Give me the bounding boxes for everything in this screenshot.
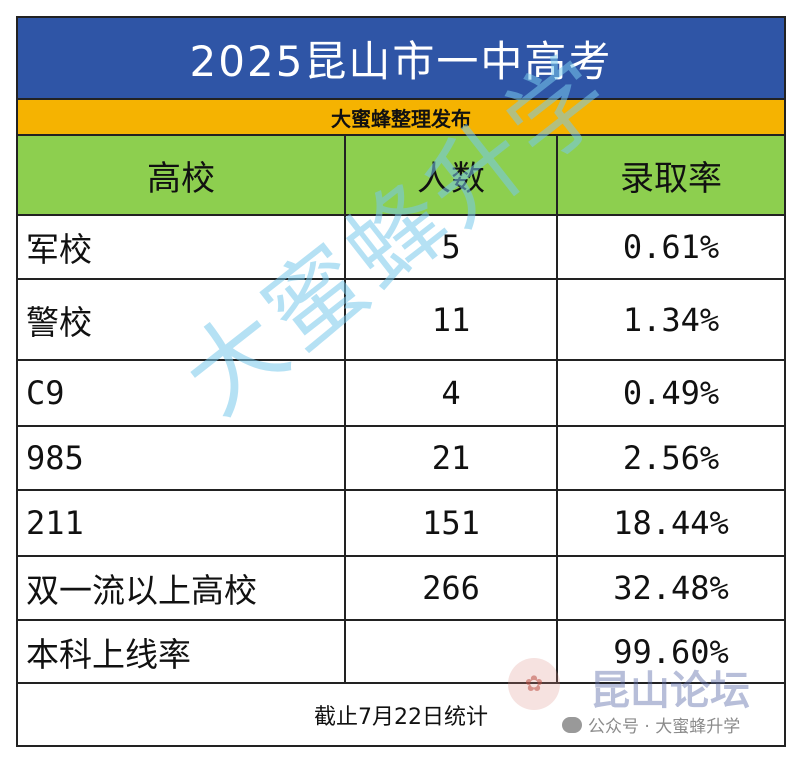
table-row: 军校 5 0.61%: [18, 216, 784, 280]
school-cell: 211: [26, 504, 84, 542]
school-cell: 警校: [26, 302, 92, 342]
subtitle-row: 大蜜蜂整理发布: [18, 100, 784, 136]
table-row: 双一流以上高校 266 32.48%: [18, 557, 784, 621]
header-count: 人数: [346, 136, 558, 214]
header-row: 高校 人数 录取率: [18, 136, 784, 216]
rate-cell: 0.61%: [622, 228, 720, 266]
table-row: 警校 11 1.34%: [18, 280, 784, 361]
rate-cell: 0.49%: [622, 374, 720, 412]
forum-watermark: 昆山论坛: [590, 668, 750, 714]
count-cell: 21: [431, 439, 471, 477]
rate-cell: 18.44%: [613, 504, 729, 542]
footer-note: 截止7月22日统计: [314, 704, 488, 730]
school-cell: 本科上线率: [26, 634, 191, 674]
title-row: 2025昆山市一中高考: [18, 18, 784, 100]
table-row: C9 4 0.49%: [18, 361, 784, 427]
forum-logo-icon: ✿: [508, 658, 560, 710]
school-cell: 双一流以上高校: [26, 571, 257, 610]
count-cell: 4: [441, 374, 461, 412]
table-row: 985 21 2.56%: [18, 427, 784, 491]
table-title: 2025昆山市一中高考: [189, 36, 613, 86]
account-watermark: 公众号 · 大蜜蜂升学: [562, 712, 740, 737]
school-cell: 985: [26, 439, 84, 477]
count-cell: 5: [441, 228, 461, 266]
count-cell: 11: [431, 300, 471, 339]
account-watermark-text: 公众号 · 大蜜蜂升学: [588, 717, 741, 737]
count-cell: 151: [422, 504, 480, 542]
table-subtitle: 大蜜蜂整理发布: [331, 106, 471, 131]
rate-cell: 1.34%: [622, 300, 720, 339]
table-row: 本科上线率 99.60%: [18, 621, 784, 684]
school-cell: 军校: [26, 230, 92, 269]
admission-table: 2025昆山市一中高考 大蜜蜂整理发布 高校 人数 录取率 军校 5 0.61%…: [16, 16, 786, 747]
rate-cell: 99.60%: [613, 632, 729, 671]
count-cell: 266: [422, 569, 480, 607]
school-cell: C9: [26, 374, 65, 412]
rate-cell: 2.56%: [622, 439, 720, 477]
wechat-icon: [562, 716, 582, 733]
table-row: 211 151 18.44%: [18, 491, 784, 557]
rate-cell: 32.48%: [613, 569, 729, 607]
footer-row: 截止7月22日统计: [18, 684, 784, 745]
header-rate: 录取率: [620, 158, 722, 199]
header-school: 高校: [18, 136, 346, 214]
